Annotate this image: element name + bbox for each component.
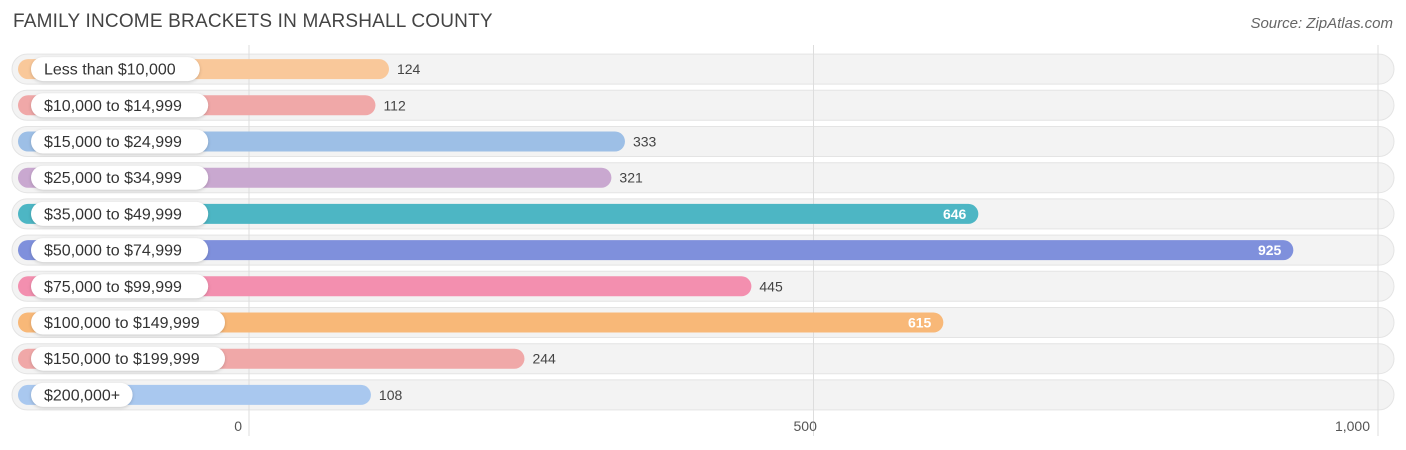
value-label: 445 <box>759 278 783 294</box>
category-label: $100,000 to $149,999 <box>44 315 200 332</box>
value-label: 244 <box>532 351 556 367</box>
value-label: 333 <box>633 134 657 150</box>
category-pill <box>31 201 209 226</box>
category-label: $25,000 to $34,999 <box>44 170 182 187</box>
category-label: $200,000+ <box>44 387 120 404</box>
category-pill <box>31 93 209 118</box>
category-pill <box>31 346 225 371</box>
chart-source: Source: ZipAtlas.com <box>1250 15 1393 32</box>
value-label: 646 <box>943 206 967 222</box>
bar[interactable] <box>18 240 1294 261</box>
category-label: $75,000 to $99,999 <box>44 279 182 296</box>
value-label: 124 <box>397 61 421 77</box>
value-label: 925 <box>1258 242 1282 258</box>
category-pill <box>31 274 209 299</box>
value-label: 112 <box>383 97 406 113</box>
category-label: Less than $10,000 <box>44 62 176 79</box>
category-pill <box>31 129 209 154</box>
chart-title: FAMILY INCOME BRACKETS IN MARSHALL COUNT… <box>13 11 493 32</box>
category-label: $10,000 to $14,999 <box>44 98 182 115</box>
category-label: $35,000 to $49,999 <box>44 206 182 223</box>
bar[interactable] <box>18 312 944 333</box>
category-pill <box>31 165 209 190</box>
value-label: 615 <box>908 315 932 331</box>
category-pill <box>31 238 209 263</box>
bar[interactable] <box>18 203 979 224</box>
value-label: 321 <box>619 170 643 186</box>
x-tick-label: 1,000 <box>1335 418 1370 434</box>
x-tick-label: 500 <box>794 418 818 434</box>
category-label: $150,000 to $199,999 <box>44 351 200 368</box>
category-label: $50,000 to $74,999 <box>44 243 182 260</box>
x-tick-label: 0 <box>234 418 242 434</box>
category-pill <box>31 57 200 82</box>
category-label: $15,000 to $24,999 <box>44 134 182 151</box>
category-pill <box>31 382 133 407</box>
value-label: 108 <box>379 387 403 403</box>
category-pill <box>31 310 225 335</box>
